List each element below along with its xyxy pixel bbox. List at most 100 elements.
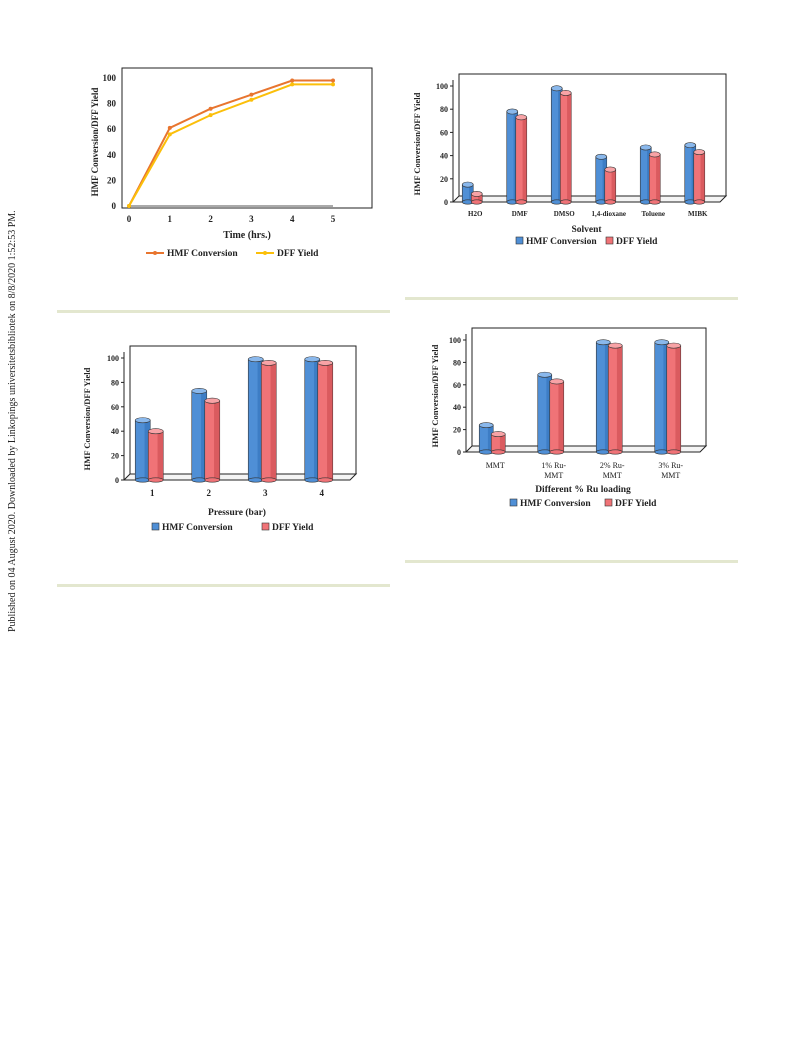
chart-pressure-bar: 0 20 40 60 80 100 1 2 3 4 Pressure (bar) HMF Conver… bbox=[82, 345, 358, 533]
legend-swatch bbox=[509, 498, 518, 507]
download-watermark: Published on 04 August 2020. Downloaded … bbox=[4, 180, 22, 640]
legend-swatch bbox=[604, 498, 613, 507]
divider bbox=[405, 297, 738, 300]
y-tick-label: 100 bbox=[107, 354, 119, 363]
legend-label: DFF Yield bbox=[272, 523, 314, 533]
y-tick-label: 80 bbox=[111, 378, 119, 387]
category-label: MMT bbox=[486, 461, 505, 470]
y-tick-label: 40 bbox=[107, 150, 117, 160]
y-tick-label: 60 bbox=[107, 124, 117, 134]
category-label: 4 bbox=[320, 488, 325, 498]
legend-label: DFF Yield bbox=[616, 237, 658, 247]
category-label: 1,4-dioxane bbox=[592, 210, 626, 218]
y-tick-label: 80 bbox=[440, 105, 448, 114]
legend-marker bbox=[263, 251, 267, 255]
bar-hmf-conversion bbox=[478, 422, 494, 455]
y-tick-label: 20 bbox=[111, 452, 119, 461]
legend-swatch bbox=[515, 236, 524, 245]
y-tick-label: 40 bbox=[111, 427, 119, 436]
bar-dff-yield bbox=[693, 149, 706, 205]
data-point bbox=[167, 125, 172, 130]
bar-dff-yield bbox=[260, 359, 277, 483]
data-point bbox=[208, 106, 213, 111]
bar-hmf-conversion bbox=[304, 356, 321, 483]
bar-dff-yield bbox=[490, 431, 506, 455]
y-tick-label: 20 bbox=[440, 175, 448, 184]
data-point bbox=[290, 78, 295, 83]
data-point bbox=[127, 204, 131, 208]
category-label: 2% Ru- bbox=[600, 461, 625, 470]
download-watermark-text: Published on 04 August 2020. Downloaded … bbox=[7, 210, 18, 632]
bar-dff-yield bbox=[607, 342, 623, 455]
data-point bbox=[290, 82, 295, 87]
y-axis-title: HMF Conversion/DFF Yield bbox=[412, 92, 422, 195]
category-label: 1 bbox=[150, 488, 155, 498]
category-label: 3% Ru- bbox=[658, 461, 683, 470]
y-tick-label: 80 bbox=[453, 358, 461, 367]
category-label: MIBK bbox=[688, 210, 708, 218]
category-label: DMSO bbox=[554, 210, 576, 218]
y-tick-label: 100 bbox=[103, 73, 117, 83]
legend-label: DFF Yield bbox=[615, 499, 657, 509]
bar-hmf-conversion bbox=[537, 371, 553, 455]
data-point bbox=[208, 113, 213, 118]
data-point bbox=[249, 92, 254, 97]
category-label: MMT bbox=[603, 471, 622, 480]
legend-swatch bbox=[605, 236, 614, 245]
series-line-hmf-conversion bbox=[128, 79, 333, 207]
bar-dff-yield bbox=[549, 378, 565, 455]
x-tick-label: 2 bbox=[208, 214, 213, 224]
category-label: DMF bbox=[512, 210, 528, 218]
y-tick-label: 20 bbox=[107, 175, 117, 185]
bar-hmf-conversion bbox=[247, 356, 264, 483]
bar-dff-yield bbox=[666, 342, 682, 455]
y-tick-label: 0 bbox=[444, 198, 448, 207]
data-point bbox=[331, 78, 335, 83]
legend-label: HMF Conversion bbox=[520, 499, 591, 509]
y-tick-label: 100 bbox=[436, 82, 448, 91]
x-axis-title: Solvent bbox=[571, 225, 602, 235]
y-tick-label: 40 bbox=[440, 152, 448, 161]
x-tick-label: 0 bbox=[127, 214, 132, 224]
plot-frame bbox=[121, 67, 373, 209]
bar-dff-yield bbox=[147, 428, 164, 483]
legend-label: HMF Conversion bbox=[167, 249, 238, 259]
y-tick-label: 80 bbox=[107, 99, 117, 109]
category-label: 3 bbox=[263, 488, 268, 498]
x-tick-label: 4 bbox=[290, 214, 295, 224]
x-tick-label: 1 bbox=[168, 214, 173, 224]
data-point bbox=[249, 97, 254, 102]
bar-dff-yield bbox=[648, 151, 661, 205]
bar-dff-yield bbox=[515, 114, 528, 205]
series-line-dff-yield bbox=[128, 83, 333, 207]
y-tick-label: 0 bbox=[115, 476, 119, 485]
chart-solvent-bar: 0 20 40 60 80 100 H2O DMF DMSO 1,4-dioxane Toluene… bbox=[412, 73, 728, 247]
legend-swatch bbox=[151, 522, 160, 531]
y-tick-label: 100 bbox=[449, 336, 461, 345]
y-axis-title: HMF Conversion/DFF Yield bbox=[90, 88, 100, 197]
bar-dff-yield bbox=[470, 190, 483, 205]
category-label: H2O bbox=[468, 210, 483, 218]
divider bbox=[57, 584, 390, 587]
bar-dff-yield bbox=[204, 397, 221, 483]
legend-label: DFF Yield bbox=[277, 249, 319, 259]
x-tick-label: 5 bbox=[331, 214, 336, 224]
y-tick-label: 0 bbox=[457, 448, 461, 457]
y-axis-title: HMF Conversion/DFF Yield bbox=[82, 367, 92, 470]
y-tick-label: 40 bbox=[453, 403, 461, 412]
bar-hmf-conversion bbox=[191, 388, 208, 483]
data-point bbox=[167, 132, 172, 137]
y-tick-label: 0 bbox=[112, 201, 117, 211]
category-label: MMT bbox=[661, 471, 680, 480]
bar-hmf-conversion bbox=[595, 339, 611, 455]
x-axis-title: Pressure (bar) bbox=[208, 507, 266, 518]
y-tick-label: 60 bbox=[440, 128, 448, 137]
x-tick-label: 3 bbox=[249, 214, 254, 224]
bar-dff-yield bbox=[317, 359, 334, 483]
x-axis-title: Time (hrs.) bbox=[223, 230, 271, 241]
category-label: MMT bbox=[544, 471, 563, 480]
bar-dff-yield bbox=[604, 166, 617, 205]
bar-dff-yield bbox=[559, 90, 572, 205]
category-label: Toluene bbox=[642, 210, 665, 218]
